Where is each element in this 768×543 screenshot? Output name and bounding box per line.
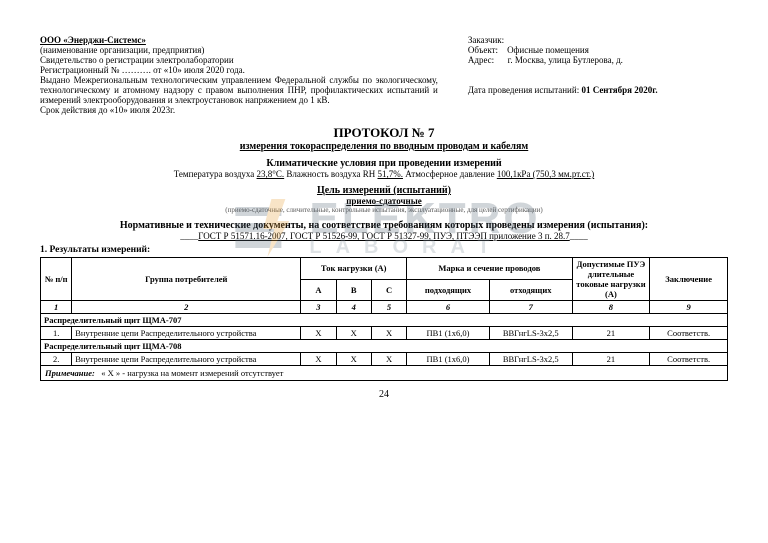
page-number: 24 xyxy=(40,389,728,400)
th-concl: Заключение xyxy=(650,258,728,301)
th-b: В xyxy=(336,279,371,301)
org-note: (наименование организации, предприятия) xyxy=(40,45,204,55)
results-table: № п/п Группа потребителей Ток нагрузки (… xyxy=(40,257,728,366)
customer-label: Заказчик: xyxy=(468,35,504,45)
org-name: ООО «Энерджи-Системс» xyxy=(40,35,146,45)
purpose-head: Цель измерений (испытаний) xyxy=(40,185,728,196)
purpose-value: приемо-сдаточные xyxy=(40,196,728,206)
reg-line: Регистрационный № ………. от «10» июля 2020… xyxy=(40,65,245,75)
header-left: ООО «Энерджи-Системс» (наименование орга… xyxy=(40,35,438,115)
norms-line: ____ГОСТ Р 51571.16-2007, ГОСТ Р 51526-9… xyxy=(40,231,728,241)
address-label: Адрес: xyxy=(468,55,494,65)
th-num: № п/п xyxy=(41,258,72,301)
object-value: Офисные помещения xyxy=(507,45,589,55)
object-label: Объект: xyxy=(468,45,498,55)
protocol-subtitle: измерения токораспределения по вводным п… xyxy=(40,141,728,152)
th-load: Ток нагрузки (А) xyxy=(301,258,407,280)
date-label: Дата проведения испытаний: xyxy=(468,85,579,95)
th-group: Группа потребителей xyxy=(72,258,301,301)
cert-line: Свидетельство о регистрации электролабор… xyxy=(40,55,234,65)
note-row: Примечание: « Х » - нагрузка на момент и… xyxy=(40,366,728,381)
section-1: Распределительный щит ЩМА-707 xyxy=(41,314,728,327)
climate-line: Температура воздуха 23,8°С. Влажность во… xyxy=(40,169,728,179)
purpose-note: (приемо-сдаточные, сличительные, контрол… xyxy=(40,206,728,214)
th-wires: Марка и сечение проводов xyxy=(407,258,572,280)
issued-line: Выдано Межрегиональным технологическим у… xyxy=(40,75,438,105)
table-row: 1. Внутренние цепи Распределительного ус… xyxy=(41,327,728,340)
results-label: 1. Результаты измерений: xyxy=(40,245,728,255)
header: ООО «Энерджи-Системс» (наименование орга… xyxy=(40,35,728,115)
norms-head: Нормативные и технические документы, на … xyxy=(40,220,728,231)
note-label: Примечание: xyxy=(45,368,95,378)
th-allow: Допустимые ПУЭ длительные токовые нагруз… xyxy=(572,258,650,301)
th-in: подходящих xyxy=(407,279,490,301)
section-2: Распределительный щит ЩМА-708 xyxy=(41,340,728,353)
table-row: 2. Внутренние цепи Распределительного ус… xyxy=(41,353,728,366)
note-text: « Х » - нагрузка на момент измерений отс… xyxy=(101,368,283,378)
th-a: А xyxy=(301,279,336,301)
th-out: отходящих xyxy=(489,279,572,301)
climate-head: Климатические условия при проведении изм… xyxy=(40,158,728,169)
header-right: Заказчик: Объект: Офисные помещения Адре… xyxy=(468,35,728,115)
date-value: 01 Сентября 2020г. xyxy=(581,85,657,95)
protocol-title: ПРОТОКОЛ № 7 xyxy=(40,125,728,141)
valid-line: Срок действия до «10» июля 2023г. xyxy=(40,105,175,115)
th-c: С xyxy=(371,279,406,301)
address-value: г. Москва, улица Бутлерова, д. xyxy=(508,55,623,65)
